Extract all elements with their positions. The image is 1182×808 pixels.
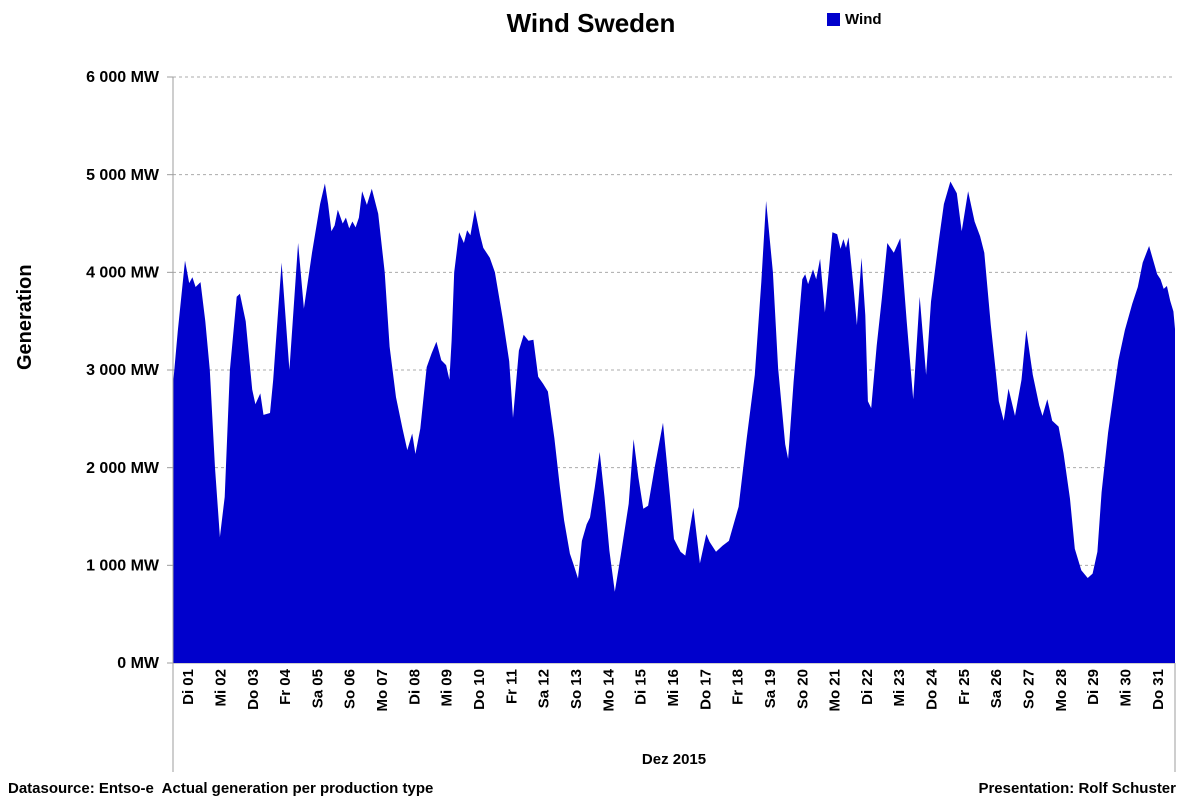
- x-day-label: Mo 28: [1053, 669, 1070, 712]
- x-day-label: Fr 25: [956, 669, 973, 705]
- x-day-label: So 13: [568, 669, 585, 709]
- x-day-label: Do 24: [924, 668, 941, 710]
- y-tick-label: 0 MW: [117, 655, 160, 672]
- x-day-label: Fr 11: [503, 669, 520, 704]
- x-day-label: Mi 30: [1117, 669, 1134, 707]
- x-day-label: Fr 04: [277, 668, 294, 705]
- x-day-label: Di 08: [406, 669, 423, 705]
- x-day-label: Sa 05: [309, 669, 326, 708]
- y-tick-label: 2 000 MW: [86, 460, 160, 477]
- y-tick-label: 4 000 MW: [86, 265, 160, 282]
- legend-label: Wind: [845, 11, 882, 28]
- x-day-label: So 20: [794, 669, 811, 709]
- page-title: Wind Sweden: [506, 8, 676, 38]
- x-day-label: Mi 02: [212, 669, 229, 707]
- x-day-label: Do 17: [697, 669, 714, 710]
- x-day-label: Di 15: [633, 669, 650, 705]
- x-day-label: Mo 07: [374, 669, 391, 712]
- legend: Wind: [827, 11, 882, 28]
- x-day-label: Di 22: [859, 669, 876, 705]
- y-tick-label: 3 000 MW: [86, 362, 160, 379]
- x-day-label: Di 01: [180, 669, 197, 705]
- x-day-label: Di 29: [1085, 669, 1102, 705]
- x-day-label: Mi 09: [439, 669, 456, 707]
- x-axis-month-label: Dez 2015: [641, 751, 707, 768]
- x-day-label: So 06: [342, 669, 359, 709]
- y-tick-label: 5 000 MW: [86, 167, 160, 184]
- x-day-label: Sa 19: [762, 669, 779, 708]
- presentation-note: Presentation: Rolf Schuster: [978, 780, 1176, 797]
- x-day-label: So 27: [1021, 669, 1038, 709]
- datasource-note: Datasource: Entso-e Actual generation pe…: [8, 780, 434, 797]
- x-day-label: Do 10: [471, 669, 488, 710]
- x-day-label: Do 03: [245, 669, 262, 710]
- wind-area-series: [173, 181, 1175, 663]
- x-day-label: Mo 14: [600, 668, 617, 711]
- x-day-label: Do 31: [1150, 669, 1167, 710]
- x-day-label: Mi 16: [665, 669, 682, 707]
- y-tick-label: 1 000 MW: [86, 558, 160, 575]
- y-tick-label: 6 000 MW: [86, 69, 160, 86]
- legend-swatch-icon: [827, 13, 840, 26]
- x-day-label: Mo 21: [827, 669, 844, 712]
- x-day-label: Sa 26: [988, 669, 1005, 708]
- x-day-label: Fr 18: [730, 669, 747, 705]
- x-day-label: Mi 23: [891, 669, 908, 707]
- x-day-label: Sa 12: [536, 669, 553, 708]
